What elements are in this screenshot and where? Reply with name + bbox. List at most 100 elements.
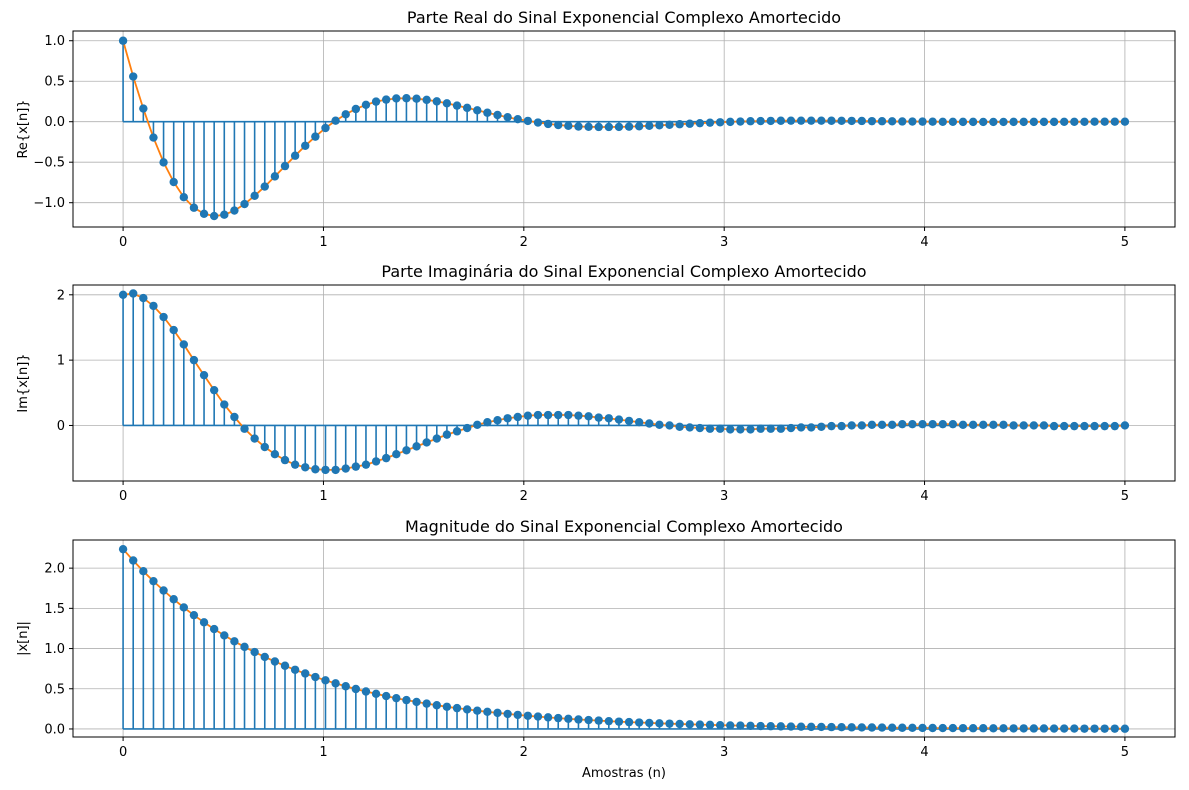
stem-marker [624,122,634,131]
y-axis-label: |x[n]| [16,621,31,656]
stem-marker [230,637,239,646]
stem-marker [452,703,462,713]
stem-marker [979,117,988,127]
stem-marker [898,117,907,126]
stem-marker [361,100,371,109]
y-axis-label: Re{x[n]} [16,99,31,158]
stem-marker [220,631,229,640]
stem-marker [523,116,533,126]
stem-marker [989,420,998,430]
stem-marker [705,424,715,433]
stem-marker [564,714,573,724]
stem-marker [240,199,249,209]
stem-marker [796,423,806,432]
stem-marker [1110,724,1119,733]
stem-marker [118,544,128,554]
stem-marker [847,421,856,430]
stem-marker [189,610,199,620]
stem-marker [817,722,826,732]
stem-marker [179,192,189,202]
x-tick-label: 4 [920,745,928,760]
stem-marker [685,119,694,128]
stem-marker [746,721,755,731]
stem-marker [1059,117,1069,126]
stem-marker [756,721,765,731]
stem-marker [149,133,158,142]
stem-marker [503,112,512,122]
stem-marker [159,586,168,595]
stem-marker [968,117,978,127]
stem-marker [827,722,836,732]
stem-marker [473,706,482,715]
stem-marker [483,418,492,427]
stem-marker [301,141,310,150]
stem-marker [665,719,674,728]
stem-marker [594,413,603,422]
stem-marker [311,132,320,141]
stem-marker [220,210,229,219]
stem-marker [1019,117,1028,127]
stem-marker [908,117,917,126]
stem-marker [209,385,219,395]
stem-marker [169,595,178,604]
stem-marker [715,720,725,730]
x-tick-label: 1 [319,235,327,250]
stem-marker [705,720,715,730]
stem-marker [827,421,836,431]
stem-marker [533,118,543,127]
stem-marker [857,421,867,430]
stem-marker [645,718,654,728]
stem-marker [523,411,533,420]
stem-marker [1080,724,1089,733]
x-tick-label: 2 [520,235,528,250]
chart-title: Magnitude do Sinal Exponencial Complexo … [405,517,843,536]
stem-marker [968,420,978,430]
stem-marker [1100,117,1109,126]
stem-marker [139,566,148,576]
stem-marker [1090,421,1099,431]
stem-marker [1059,724,1069,733]
stem-marker [665,421,674,430]
stem-marker [189,355,199,365]
stem-marker [381,691,391,701]
subplot-2: 0 1 2 3 4 5 0 1 2 Parte Imaginária do Sinal Expon… [16,262,1176,504]
stem-marker [918,419,927,429]
stem-marker [1039,117,1049,127]
stem-marker [483,707,492,717]
stem-marker [614,717,624,726]
stem-marker [483,108,492,117]
stem-marker [604,716,614,726]
stem-marker [280,455,290,465]
stem-marker [503,414,512,423]
stem-marker [250,647,259,657]
stem-marker [989,117,998,127]
stem-marker [918,117,927,126]
stem-marker [321,676,330,685]
x-tick-label: 5 [1121,745,1129,760]
stem-marker [361,687,371,696]
stem-marker [149,576,158,586]
stem-marker [857,723,867,732]
stem-marker [857,116,867,126]
stem-marker [301,463,310,472]
stem-marker [199,370,209,380]
subplot-3: 0 1 2 3 4 5 0.0 0.5 1.0 1.5 2.0 Magnitude do Sinal … [16,517,1176,781]
stem-marker [847,116,856,126]
y-tick-label: 0.5 [44,682,65,697]
stem-marker [989,724,998,733]
stem-marker [604,414,614,423]
stem-marker [685,423,694,432]
stem-marker [655,420,664,430]
stem-marker [331,465,340,475]
stem-marker [473,106,482,115]
stem-marker [341,110,350,119]
y-tick-label: −1.0 [33,196,65,211]
stem-marker [442,702,452,711]
stem-marker [948,723,958,733]
stem-marker [877,117,887,126]
stem-marker [402,446,411,455]
x-tick-label: 4 [920,235,928,250]
stem-marker [209,624,219,634]
stem-marker [523,711,533,720]
